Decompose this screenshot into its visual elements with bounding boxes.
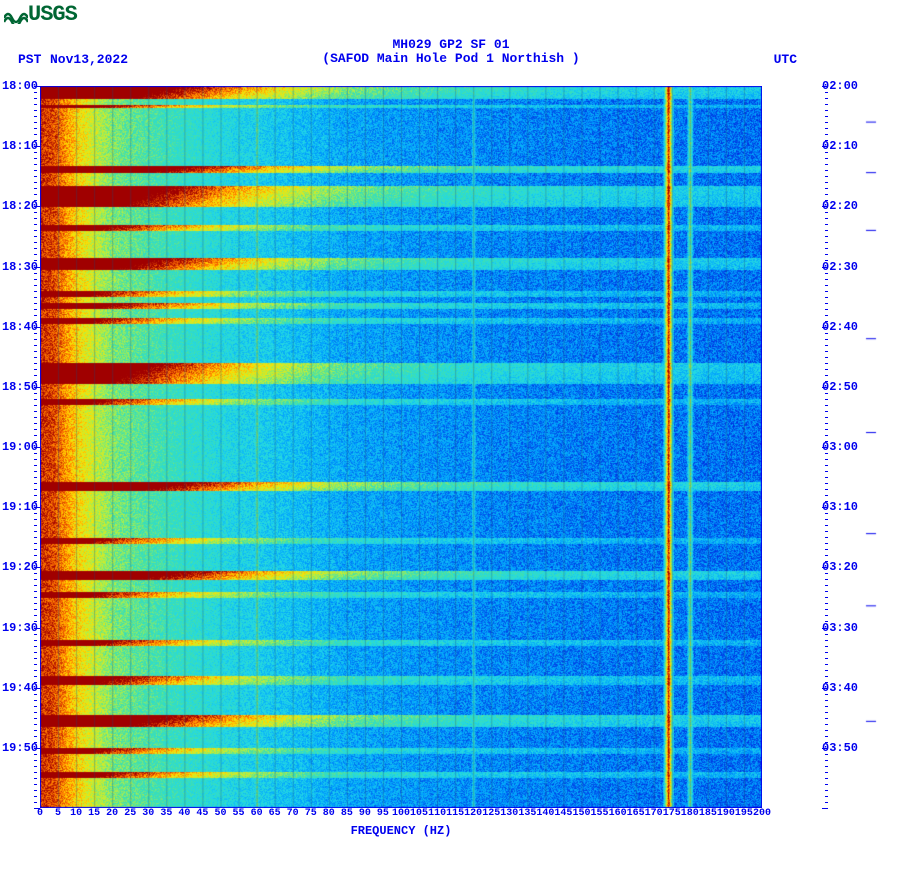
spectrogram-plot: 18:0018:1018:2018:3018:4018:5019:0019:10… (40, 86, 762, 808)
y-left-label: 18:10 (0, 139, 38, 153)
x-tick-label: 190 (717, 808, 735, 819)
y-left-label: 19:20 (0, 560, 38, 574)
x-tick-label: 195 (735, 808, 753, 819)
x-tick-label: 5 (55, 808, 61, 819)
y-right-label: 03:30 (822, 621, 862, 635)
y-right-label: 03:10 (822, 500, 862, 514)
y-right-label: 02:40 (822, 320, 862, 334)
y-right-label: 02:30 (822, 260, 862, 274)
usgs-text: USGS (28, 2, 77, 27)
x-tick-label: 155 (591, 808, 609, 819)
y-left-label: 18:30 (0, 260, 38, 274)
x-tick-label: 100 (392, 808, 410, 819)
x-axis-title: FREQUENCY (HZ) (40, 824, 762, 838)
color-scale-strip (864, 86, 878, 808)
title-line1: MH029 GP2 SF 01 (392, 37, 509, 52)
x-tick-label: 130 (500, 808, 518, 819)
usgs-wave-icon (4, 6, 28, 22)
x-tick-label: 140 (536, 808, 554, 819)
x-tick-label: 185 (699, 808, 717, 819)
usgs-logo: USGS (4, 2, 77, 27)
y-left-label: 19:30 (0, 621, 38, 635)
y-left-label: 19:10 (0, 500, 38, 514)
x-tick-label: 45 (196, 808, 208, 819)
x-tick-label: 10 (70, 808, 82, 819)
x-tick-label: 70 (287, 808, 299, 819)
x-axis-ticks: 0510152025303540455055606570758085909510… (40, 808, 762, 824)
x-tick-label: 60 (251, 808, 263, 819)
spectrogram-canvas (40, 86, 762, 808)
y-right-label: 02:50 (822, 380, 862, 394)
x-tick-label: 145 (554, 808, 572, 819)
y-right-label: 03:20 (822, 560, 862, 574)
x-tick-label: 15 (88, 808, 100, 819)
y-left-label: 18:00 (0, 79, 38, 93)
x-tick-label: 115 (446, 808, 464, 819)
y-right-label: 03:40 (822, 681, 862, 695)
x-tick-label: 125 (482, 808, 500, 819)
x-tick-label: 50 (214, 808, 226, 819)
y-right-label: 03:00 (822, 440, 862, 454)
x-tick-label: 90 (359, 808, 371, 819)
x-tick-label: 75 (305, 808, 317, 819)
y-right-label: 03:50 (822, 741, 862, 755)
x-tick-label: 180 (681, 808, 699, 819)
y-left-label: 18:40 (0, 320, 38, 334)
x-tick-label: 200 (753, 808, 771, 819)
x-tick-label: 40 (178, 808, 190, 819)
x-tick-label: 20 (106, 808, 118, 819)
x-tick-label: 110 (428, 808, 446, 819)
x-tick-label: 35 (160, 808, 172, 819)
title-line2: (SAFOD Main Hole Pod 1 Northish ) (322, 51, 579, 66)
y-left-label: 19:40 (0, 681, 38, 695)
x-tick-label: 120 (464, 808, 482, 819)
x-tick-label: 175 (663, 808, 681, 819)
date-label: Nov13,2022 (50, 52, 128, 67)
x-tick-label: 135 (518, 808, 536, 819)
y-right-label: 02:00 (822, 79, 862, 93)
x-tick-label: 30 (142, 808, 154, 819)
timezone-right: UTC (774, 52, 797, 67)
x-tick-label: 55 (233, 808, 245, 819)
y-left-label: 19:50 (0, 741, 38, 755)
x-tick-label: 25 (124, 808, 136, 819)
x-tick-label: 0 (37, 808, 43, 819)
y-left-label: 18:20 (0, 199, 38, 213)
x-tick-label: 105 (410, 808, 428, 819)
chart-title: MH029 GP2 SF 01 (SAFOD Main Hole Pod 1 N… (0, 38, 902, 66)
x-tick-label: 160 (609, 808, 627, 819)
y-right-label: 02:20 (822, 199, 862, 213)
x-tick-label: 165 (627, 808, 645, 819)
x-tick-label: 65 (269, 808, 281, 819)
y-left-label: 18:50 (0, 380, 38, 394)
y-left-label: 19:00 (0, 440, 38, 454)
x-tick-label: 80 (323, 808, 335, 819)
x-tick-label: 95 (377, 808, 389, 819)
x-tick-label: 85 (341, 808, 353, 819)
x-tick-label: 170 (645, 808, 663, 819)
timezone-left: PST (18, 52, 41, 67)
x-tick-label: 150 (572, 808, 590, 819)
y-right-label: 02:10 (822, 139, 862, 153)
